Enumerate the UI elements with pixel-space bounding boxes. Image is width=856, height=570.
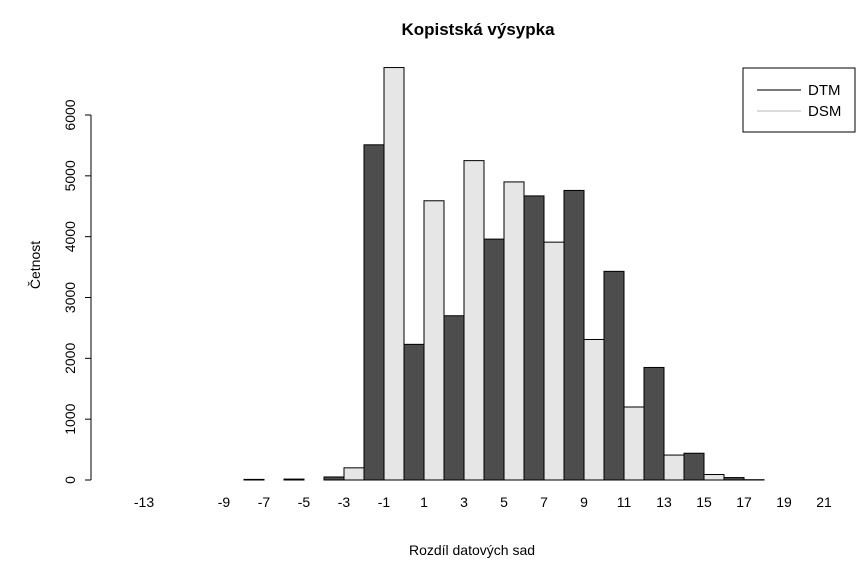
bar-dtm	[723, 477, 745, 481]
x-axis-label: Rozdíl datových sad	[409, 542, 535, 558]
y-tick-label: 4000	[62, 221, 78, 252]
x-tick-label: 15	[696, 494, 712, 510]
y-tick-label: 2000	[62, 343, 78, 374]
x-tick-label: 1	[420, 494, 428, 510]
x-tick-label: 21	[816, 494, 832, 510]
x-tick-label: -7	[258, 494, 271, 510]
y-tick-label: 0	[62, 476, 78, 484]
bar-dtm	[683, 452, 705, 481]
x-tick-label: 17	[736, 494, 752, 510]
bar-dsm	[703, 474, 725, 481]
x-tick-label: 9	[580, 494, 588, 510]
chart-title: Kopistská výsypka	[401, 20, 555, 39]
bar-dtm	[243, 478, 265, 481]
bar-dtm	[323, 476, 345, 481]
bar-dtm	[563, 189, 585, 481]
bar-dsm	[663, 454, 685, 481]
bar-dtm	[403, 343, 425, 481]
bar-dsm	[383, 67, 405, 481]
x-axis-tick-labels: -13 -9 -7 -5 -3 -1 1 3 5 7 9 11 13 15 17 19 21	[134, 494, 832, 510]
x-tick-label: -3	[338, 494, 351, 510]
y-tick-label: 1000	[62, 403, 78, 434]
x-tick-label: -13	[134, 494, 154, 510]
bar-dsm	[623, 406, 645, 481]
bars	[243, 67, 765, 481]
x-tick-label: 5	[500, 494, 508, 510]
x-tick-label: 13	[656, 494, 672, 510]
bar-dtm	[363, 144, 385, 481]
x-tick-label: 3	[460, 494, 468, 510]
x-tick-label: 11	[617, 494, 632, 510]
bar-dtm	[643, 366, 665, 481]
bar-dtm	[443, 315, 465, 481]
bar-dtm	[523, 195, 545, 481]
bar-dsm	[343, 467, 365, 481]
bar-dsm	[423, 200, 445, 481]
x-tick-label: 19	[776, 494, 792, 510]
legend-label-dtm: DTM	[808, 82, 841, 99]
x-tick-label: -1	[378, 494, 391, 510]
bar-dsm	[583, 338, 605, 481]
legend-box	[742, 67, 856, 133]
y-tick-label: 3000	[62, 282, 78, 313]
bar-dsm	[463, 160, 485, 481]
y-axis-label: Četnost	[27, 241, 43, 289]
y-tick-label: 5000	[62, 160, 78, 191]
bar-dtm	[483, 238, 505, 481]
bar-dsm	[543, 241, 565, 481]
y-tick-label: 6000	[62, 99, 78, 130]
bar-dsm	[503, 181, 525, 481]
x-tick-label: -5	[298, 494, 311, 510]
y-axis: 0 1000 2000 3000 4000 5000 6000	[62, 99, 91, 484]
x-tick-label: -9	[218, 494, 231, 510]
x-tick-label: 7	[540, 494, 548, 510]
legend: DTM DSM	[742, 67, 856, 133]
bar-dtm	[603, 270, 625, 481]
bar-dtm	[283, 478, 305, 481]
legend-label-dsm: DSM	[808, 103, 841, 120]
